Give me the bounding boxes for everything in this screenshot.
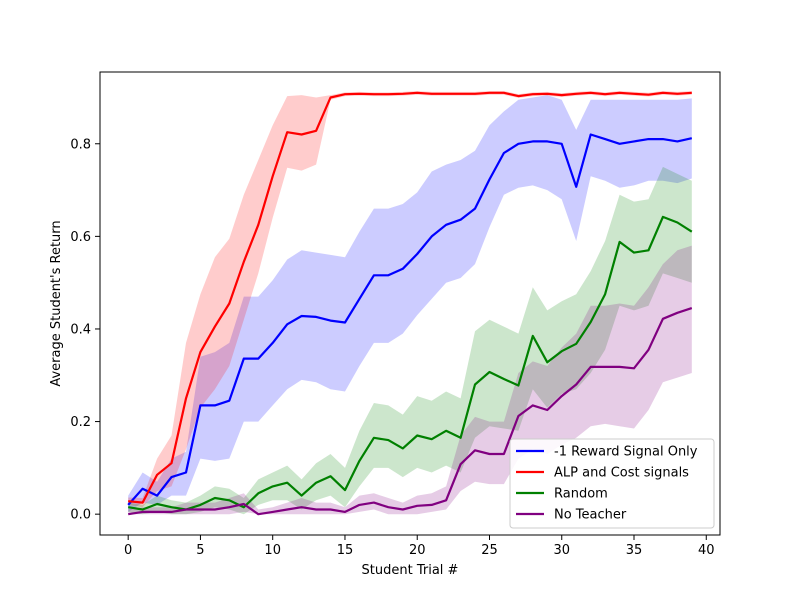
x-tick-label: 5 <box>196 543 204 558</box>
line-series-2 <box>128 215 693 511</box>
x-tick-label: 35 <box>626 543 643 558</box>
line-series-1 <box>128 91 692 504</box>
x-tick-label: 15 <box>337 543 354 558</box>
legend-entry: Random <box>554 487 608 502</box>
y-tick-label: 0.0 <box>70 508 91 523</box>
x-tick-label: 30 <box>553 543 570 558</box>
y-axis-label: Average Student's Return <box>49 220 64 386</box>
y-axis-ticks: 0.0 0.2 0.4 0.6 0.8 <box>70 137 100 523</box>
x-tick-label: 25 <box>481 543 498 558</box>
legend: -1 Reward Signal Only ALP and Cost signal… <box>509 438 715 529</box>
x-axis-ticks: 0 5 10 15 20 25 30 35 40 <box>124 535 715 558</box>
plot-frame <box>99 71 721 536</box>
y-tick-label: 0.6 <box>70 230 91 245</box>
band-series-1 <box>128 91 692 508</box>
series-lines <box>127 91 693 516</box>
x-tick-label: 20 <box>409 543 426 558</box>
y-tick-label: 0.8 <box>70 137 91 152</box>
line-series-3 <box>128 307 693 516</box>
legend-entry: No Teacher <box>554 508 627 523</box>
line-series-0 <box>127 133 693 506</box>
x-axis-label: Student Trial # <box>362 563 459 578</box>
y-tick-label: 0.4 <box>70 322 91 337</box>
x-tick-label: 40 <box>698 543 715 558</box>
legend-entry: ALP and Cost signals <box>554 466 689 481</box>
y-tick-label: 0.2 <box>70 415 91 430</box>
band-series-0 <box>128 95 692 512</box>
legend-entry: -1 Reward Signal Only <box>554 445 698 460</box>
x-tick-label: 10 <box>264 543 281 558</box>
legend-box <box>509 438 715 529</box>
x-tick-label: 0 <box>124 543 132 558</box>
